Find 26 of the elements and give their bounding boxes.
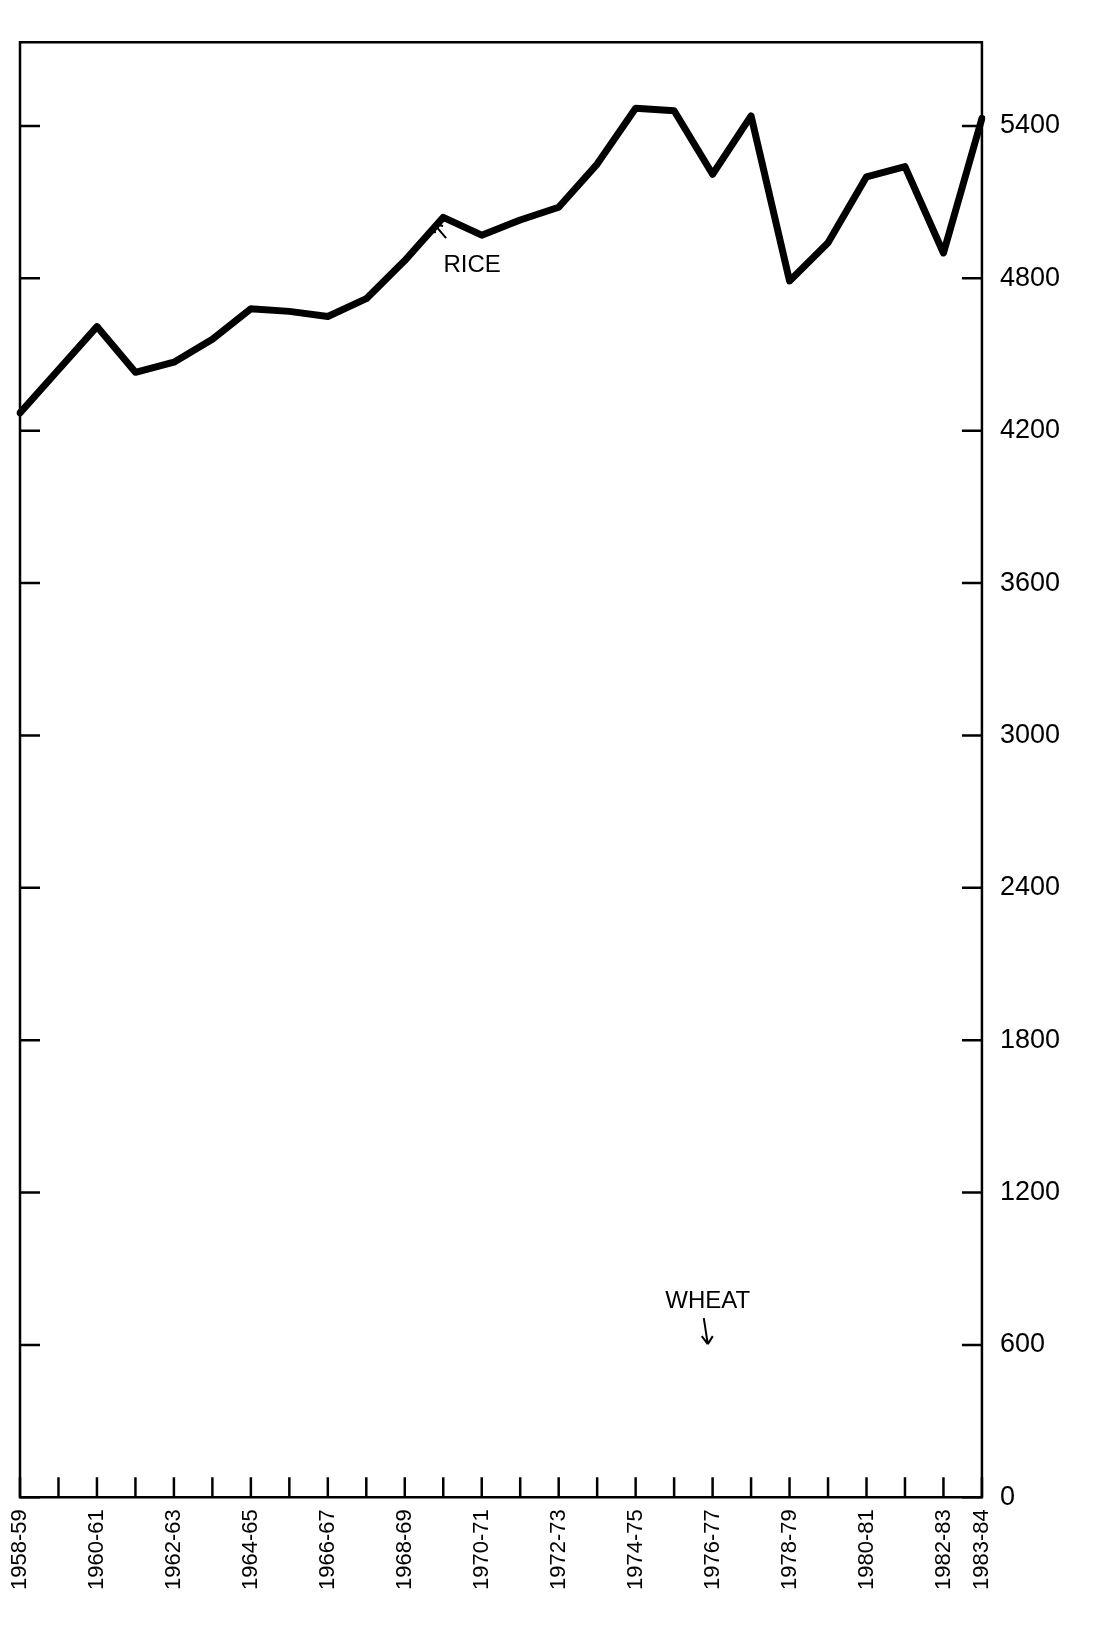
x-tick-label: 1982-83 bbox=[929, 1509, 955, 1591]
x-tick-label: 1970-71 bbox=[467, 1509, 493, 1591]
x-tick-label: 1983-84 bbox=[968, 1509, 993, 1591]
x-tick-label: 1978-79 bbox=[775, 1509, 801, 1591]
x-tick-label: 1976-77 bbox=[698, 1509, 724, 1591]
y-tick-label: 5400 bbox=[999, 109, 1061, 140]
y-tick-label: 2400 bbox=[999, 871, 1061, 902]
y-tick-label: 600 bbox=[999, 1328, 1045, 1359]
y-tick-label: 1800 bbox=[999, 1023, 1061, 1054]
y-tick-label: 0 bbox=[999, 1480, 1015, 1511]
x-tick-label: 1974-75 bbox=[621, 1509, 647, 1591]
x-tick-label: 1962-63 bbox=[159, 1509, 185, 1591]
x-tick-label: 1972-73 bbox=[544, 1509, 570, 1591]
y-tick-label: 4200 bbox=[999, 414, 1061, 445]
y-tick-label: 4800 bbox=[999, 261, 1061, 292]
x-tick-label: 1980-81 bbox=[852, 1509, 878, 1591]
y-tick-label: 3000 bbox=[999, 718, 1061, 749]
annotation: WHEAT bbox=[665, 1286, 751, 1314]
y-tick-label: 1200 bbox=[999, 1175, 1061, 1206]
x-tick-label: 1960-61 bbox=[83, 1509, 109, 1591]
x-tick-label: 1966-67 bbox=[313, 1509, 339, 1591]
x-tick-label: 1968-69 bbox=[390, 1509, 416, 1591]
y-tick-label: 3600 bbox=[999, 566, 1061, 597]
annotation: RICE bbox=[443, 250, 501, 278]
x-tick-label: 1964-65 bbox=[236, 1509, 262, 1591]
x-tick-label: 1958-59 bbox=[6, 1509, 32, 1591]
